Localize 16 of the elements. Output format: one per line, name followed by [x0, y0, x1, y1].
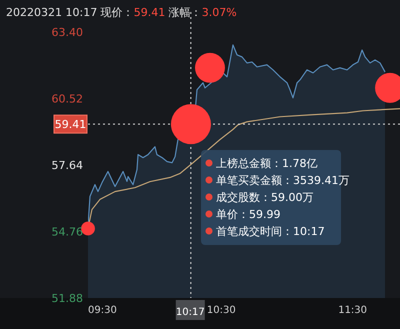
- annotation: 上榜总金额：1.78亿: [216, 157, 318, 170]
- x-tick-label: 11:30: [338, 305, 368, 316]
- x-tick-label: 09:30: [88, 305, 117, 316]
- annotation: 单价：59.99: [216, 208, 280, 221]
- y-tick-label: 54.76: [52, 226, 83, 238]
- y-tick-label: 51.88: [52, 292, 83, 305]
- y-tick-label: 57.64: [52, 159, 83, 172]
- annotation: 成交股数：59.00万: [216, 191, 314, 204]
- ref-line-label: 10:17: [176, 307, 205, 318]
- y-tick-label: 60.52: [52, 92, 83, 106]
- y-tick-label: 63.40: [52, 26, 83, 39]
- ref-line-label: 59.41: [54, 118, 86, 132]
- annotation: 首笔成交时间：10:17: [216, 225, 325, 238]
- annotation: 单笔买卖金额：3539.41万: [216, 174, 350, 187]
- chart-title: 20220321 10:17 现价：59.41 涨幅：3.07%: [6, 6, 237, 19]
- x-tick-label: 10:30: [206, 305, 236, 316]
